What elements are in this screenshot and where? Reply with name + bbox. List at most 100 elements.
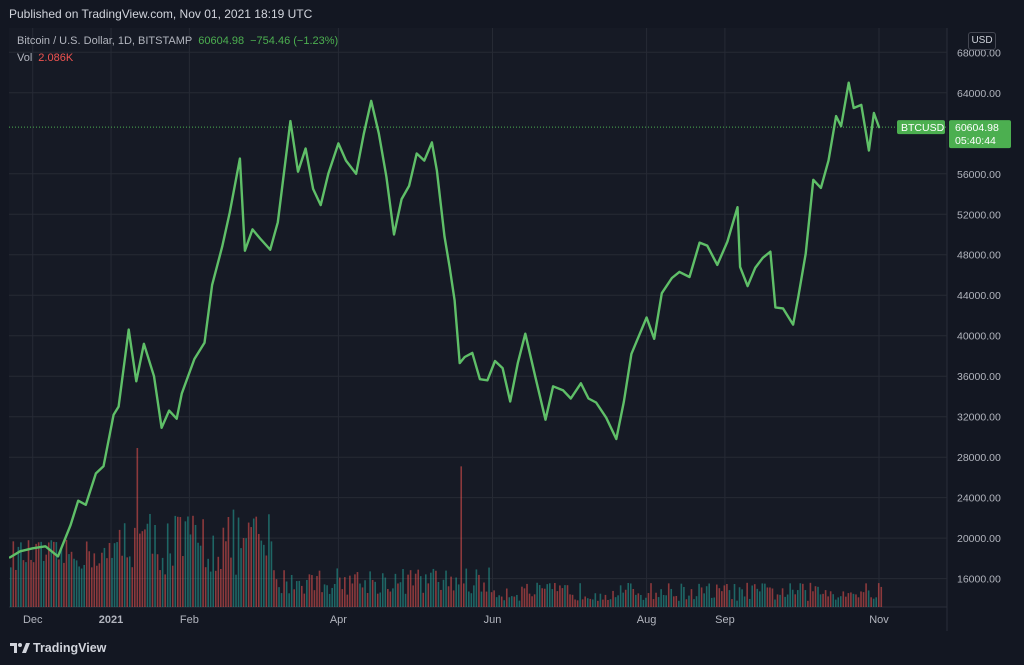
volume-bar xyxy=(333,584,336,607)
volume-bar xyxy=(485,591,488,607)
volume-bar xyxy=(814,586,817,607)
volume-bar xyxy=(177,516,179,607)
volume-bar xyxy=(275,579,278,607)
volume-bar xyxy=(741,589,743,607)
price-line-series xyxy=(9,81,881,559)
volume-bar xyxy=(559,585,561,607)
volume-bar xyxy=(602,599,604,607)
volume-bar xyxy=(354,574,356,607)
y-tick-label: 56000.00 xyxy=(957,169,1001,181)
volume-bar xyxy=(490,592,493,607)
volume-bar xyxy=(392,588,394,607)
volume-bar xyxy=(789,583,791,607)
volume-bar xyxy=(837,597,840,607)
volume-label: Vol xyxy=(17,52,33,64)
volume-bar xyxy=(812,591,814,607)
volume-bar xyxy=(412,585,414,607)
volume-bar xyxy=(726,584,728,607)
currency-button[interactable]: USD xyxy=(968,32,996,50)
volume-bar xyxy=(505,588,508,607)
volume-bar xyxy=(493,590,495,607)
volume-bar xyxy=(156,554,159,607)
volume-bar xyxy=(511,596,513,607)
y-tick-label: 48000.00 xyxy=(957,250,1001,262)
x-tick-label: Sep xyxy=(715,614,735,626)
volume-bar xyxy=(321,592,323,607)
volume-bar xyxy=(338,577,341,607)
volume-bar xyxy=(819,594,822,607)
volume-bar xyxy=(131,567,134,607)
volume-bar xyxy=(753,584,756,607)
volume-bar xyxy=(860,591,862,607)
volume-bar xyxy=(632,588,635,607)
volume-bar xyxy=(232,509,235,607)
volume-bar xyxy=(662,594,665,607)
tradingview-brand: TradingView xyxy=(33,641,107,655)
volume-bar xyxy=(75,560,78,607)
x-tick-label: Aug xyxy=(637,614,657,626)
tradingview-logo-icon xyxy=(10,643,30,653)
volume-bar xyxy=(713,597,716,607)
volume-bar xyxy=(574,599,576,607)
volume-bar xyxy=(27,540,30,607)
volume-bar xyxy=(364,580,366,607)
volume-bar xyxy=(513,596,516,607)
volume-bar xyxy=(710,597,713,607)
volume-bar xyxy=(15,569,17,607)
volume-bar xyxy=(865,583,867,607)
volume-bar xyxy=(265,555,268,607)
volume-bar xyxy=(624,589,627,607)
volume-bar xyxy=(384,577,387,607)
volume-bar xyxy=(389,591,392,607)
volume-bar xyxy=(139,533,141,607)
volume-bar xyxy=(199,545,202,607)
volume-bar xyxy=(488,567,490,607)
volume-bar xyxy=(718,588,721,607)
volume-bar xyxy=(245,538,247,607)
volume-bar xyxy=(171,565,174,607)
volume-bar xyxy=(88,551,91,607)
volume-bar xyxy=(73,558,75,607)
volume-bar xyxy=(784,596,786,607)
volume-bar xyxy=(576,600,579,607)
y-tick-label: 16000.00 xyxy=(957,574,1001,586)
volume-bar xyxy=(32,562,35,607)
chart-area[interactable]: 68000.00 64000.00 56000.00 52000.00 48000.00… xyxy=(9,28,1013,631)
volume-bar xyxy=(880,586,883,607)
volume-bar xyxy=(465,568,468,607)
bar-countdown: 05:40:44 xyxy=(955,135,996,147)
volume-bar xyxy=(875,597,878,607)
volume-bar xyxy=(526,583,528,607)
volume-bar xyxy=(42,560,45,607)
x-tick-label: Apr xyxy=(330,614,347,626)
volume-bar xyxy=(225,541,227,607)
volume-bar xyxy=(614,597,617,607)
volume-bar xyxy=(738,587,741,607)
volume-bar xyxy=(660,589,662,607)
volume-bar xyxy=(313,590,316,607)
volume-bar xyxy=(852,593,855,607)
volume-bar xyxy=(422,592,425,607)
volume-bar xyxy=(581,599,584,607)
volume-bar xyxy=(278,587,280,607)
volume-bar xyxy=(589,598,592,607)
volume-bar xyxy=(771,588,774,607)
volume-bar xyxy=(845,596,847,607)
volume-bar xyxy=(63,562,65,607)
volume-bar xyxy=(273,570,275,607)
volume-bar xyxy=(683,587,685,607)
volume-bar xyxy=(723,585,726,607)
volume-bar xyxy=(536,582,538,607)
y-tick-label: 28000.00 xyxy=(957,452,1001,464)
volume-bar xyxy=(17,546,20,607)
volume-bar xyxy=(344,577,346,607)
volume-bar xyxy=(35,543,37,607)
volume-bar xyxy=(503,600,506,607)
volume-bar xyxy=(126,557,128,607)
volume-bar xyxy=(862,592,865,607)
volume-bar xyxy=(290,574,293,607)
volume-bar xyxy=(149,513,151,607)
volume-bar xyxy=(409,570,412,607)
volume-bar xyxy=(455,577,457,607)
volume-bar xyxy=(280,593,283,607)
